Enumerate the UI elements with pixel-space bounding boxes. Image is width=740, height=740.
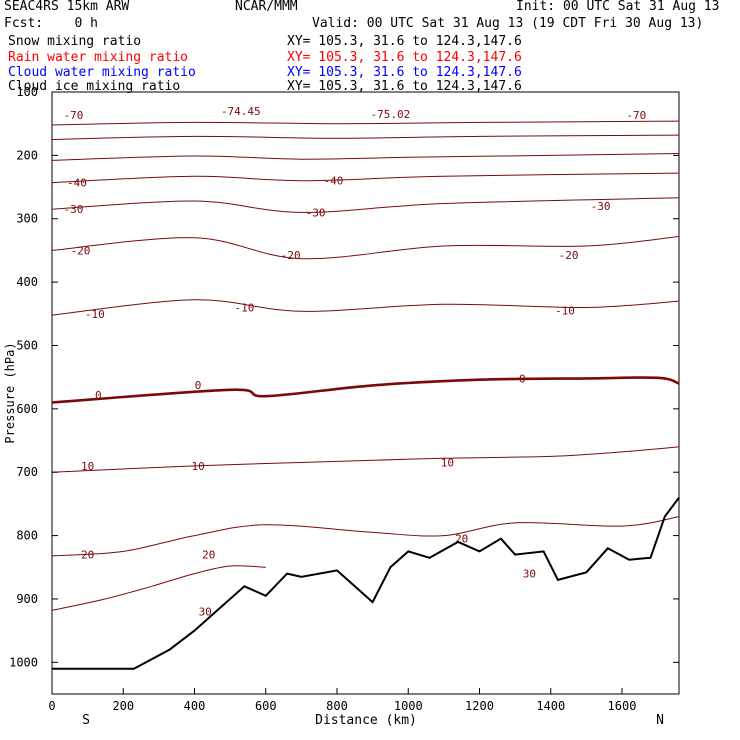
legend-snow-label: Snow mixing ratio — [8, 34, 142, 49]
contour-label: -30 — [306, 206, 326, 219]
x-tick-label: 200 — [112, 699, 134, 713]
contour-label: -10 — [85, 308, 105, 321]
x-tick-label: 400 — [184, 699, 206, 713]
contour-label: -70 — [63, 109, 83, 122]
legend-cloud-ice-xy: XY= 105.3, 31.6 to 124.3,147.6 — [287, 79, 522, 94]
y-tick-label: 800 — [16, 529, 38, 543]
model-title: SEAC4RS 15km ARW — [4, 0, 130, 14]
contour-label: 0 — [95, 389, 102, 402]
x-tick-label: 1600 — [608, 699, 637, 713]
x-tick-label: 600 — [255, 699, 277, 713]
contour-label: -10 — [555, 305, 575, 318]
extrema-label: -74.45 — [221, 105, 261, 118]
contour-label: 0 — [195, 379, 202, 392]
contour-label: -70 — [626, 109, 646, 122]
contour-line — [51, 516, 680, 557]
forecast-hour: Fcst: 0 h — [4, 16, 98, 31]
contour-label: 20 — [202, 549, 215, 562]
plot-frame — [51, 91, 680, 695]
legend-rain-xy: XY= 105.3, 31.6 to 124.3,147.6 — [287, 50, 522, 65]
contour-label: 10 — [441, 457, 454, 470]
x-tick-label: 800 — [326, 699, 348, 713]
y-tick-label: 100 — [16, 85, 38, 99]
contour-label: -30 — [591, 200, 611, 213]
y-tick-label: 500 — [16, 339, 38, 353]
x-axis-left-end: S — [82, 713, 90, 728]
contour-label: -30 — [63, 203, 83, 216]
y-tick-label: 200 — [16, 148, 38, 162]
init-time: Init: 00 UTC Sat 31 Aug 13 — [516, 0, 720, 14]
contour-label: -20 — [559, 249, 579, 262]
contour-label: 20 — [81, 549, 94, 562]
contour-line — [51, 236, 680, 260]
contour-line — [51, 153, 680, 161]
legend-rain-label: Rain water mixing ratio — [8, 50, 189, 65]
valid-time: Valid: 00 UTC Sat 31 Aug 13 (19 CDT Fri … — [312, 16, 704, 31]
contour-label: -20 — [71, 244, 91, 257]
contour-label: 30 — [523, 568, 536, 581]
contour-line — [51, 565, 266, 611]
x-tick-label: 1200 — [465, 699, 494, 713]
legend-cloud-water-label: Cloud water mixing ratio — [8, 65, 196, 80]
legend-cloud-ice-label: Cloud ice mixing ratio — [8, 79, 181, 94]
contour-label: -40 — [323, 175, 343, 188]
legend-cloud-water-xy: XY= 105.3, 31.6 to 124.3,147.6 — [287, 65, 522, 80]
y-tick-label: 1000 — [9, 655, 38, 669]
y-tick-label: 400 — [16, 275, 38, 289]
contour-label: -20 — [281, 249, 301, 262]
contour-line — [51, 172, 680, 184]
extrema-label: -75.02 — [371, 108, 411, 121]
contour-line — [51, 376, 680, 404]
contour-line — [51, 446, 680, 473]
contour-line — [51, 120, 680, 126]
x-axis-right-end: N — [656, 713, 664, 728]
contour-line — [51, 197, 680, 213]
y-axis-title: Pressure (hPa) — [3, 342, 17, 443]
contour-label: 10 — [81, 460, 94, 473]
extrema-labels: -74.45 -75.02 — [221, 105, 410, 121]
y-tick-label: 900 — [16, 592, 38, 606]
center-title: NCAR/MMM — [235, 0, 298, 14]
contour-label: 0 — [519, 372, 526, 385]
x-axis: 0 200 400 600 800 1000 1200 1400 1600 — [48, 688, 636, 713]
y-tick-label: 700 — [16, 465, 38, 479]
contour-label: 10 — [191, 460, 204, 473]
x-axis-title: Distance (km) — [315, 713, 417, 728]
terrain-layer — [52, 497, 680, 670]
contour-label: 30 — [199, 606, 212, 619]
contour-label: -40 — [67, 177, 87, 190]
x-tick-label: 0 — [48, 699, 55, 713]
legend-snow-xy: XY= 105.3, 31.6 to 124.3,147.6 — [287, 34, 522, 49]
y-tick-label: 600 — [16, 402, 38, 416]
temperature-contours: -70 -70 -40 -40 -30 -30 -30 -20 -20 -20 -10 -10 -10 0… — [51, 109, 680, 619]
contour-line — [51, 134, 680, 140]
x-tick-label: 1000 — [394, 699, 423, 713]
terrain-line — [52, 497, 680, 670]
contour-label: -10 — [234, 302, 254, 315]
y-tick-label: 300 — [16, 212, 38, 226]
x-tick-label: 1400 — [536, 699, 565, 713]
contour-line — [51, 299, 680, 316]
